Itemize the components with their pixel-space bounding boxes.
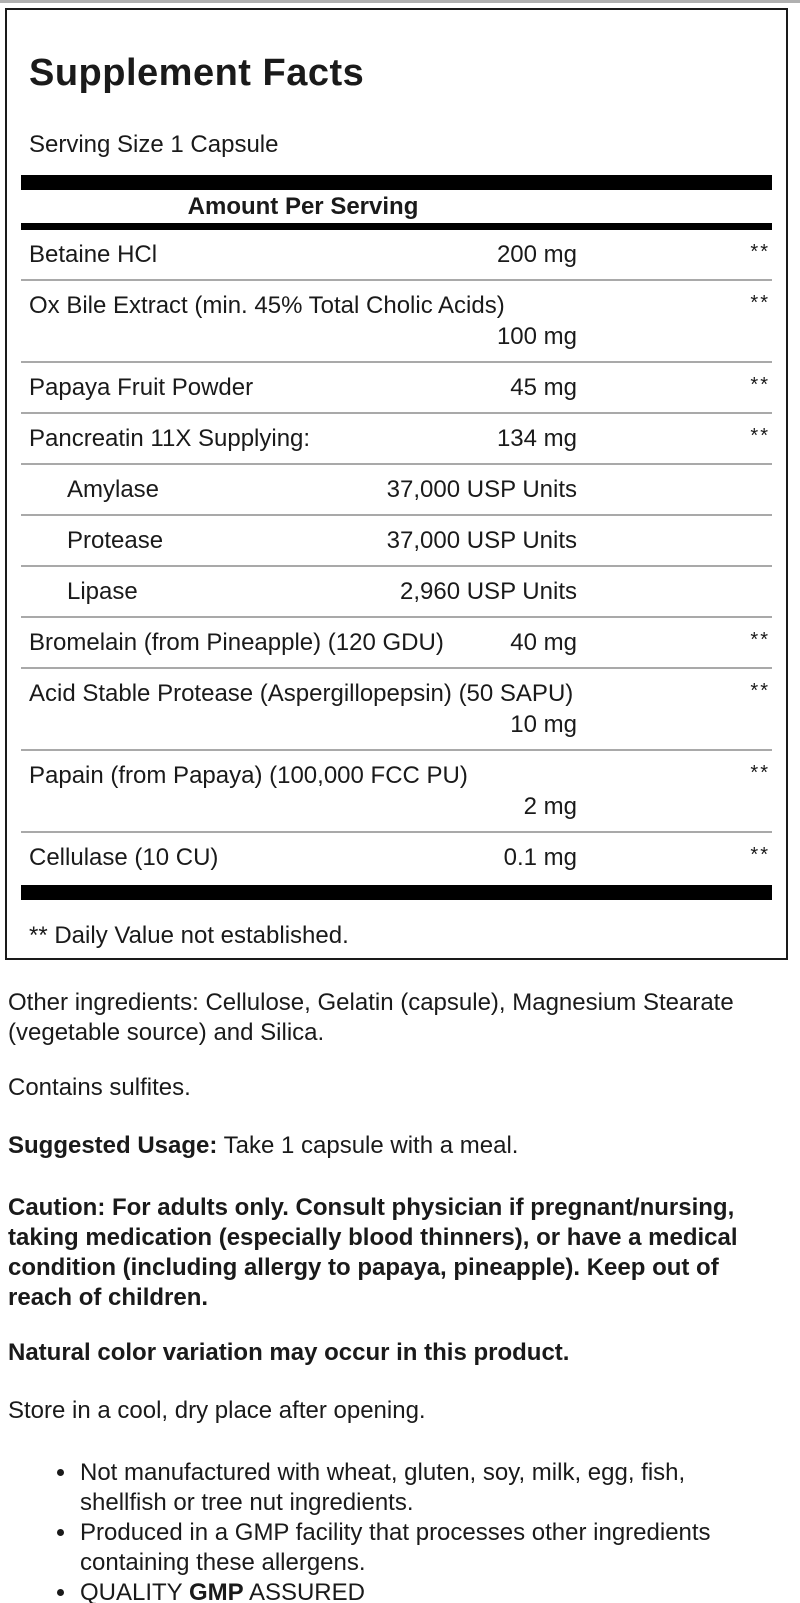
suggested-usage: Suggested Usage: Take 1 capsule with a m…: [8, 1131, 760, 1161]
daily-value-asterisks: **: [750, 374, 770, 396]
quality-pre: QUALITY: [80, 1579, 189, 1603]
daily-value-asterisks: **: [750, 680, 770, 702]
separator-bar-thick-bottom: [21, 885, 772, 900]
table-row: Protease 37,000 USP Units: [21, 516, 772, 567]
ingredient-name: Pancreatin 11X Supplying:: [29, 425, 311, 452]
contains-note: Contains sulfites.: [8, 1074, 191, 1101]
ingredient-name: Cellulase (10 CU): [29, 844, 219, 871]
ingredient-amount: 10 mg: [510, 711, 577, 738]
ingredient-amount: 37,000 USP Units: [386, 527, 577, 554]
ingredient-name: Protease: [67, 527, 164, 554]
table-row: Bromelain (from Pineapple) (120 GDU) 40 m…: [21, 618, 772, 669]
amount-per-serving-header: Amount Per Serving: [187, 193, 419, 220]
bullet-quality-assured: QUALITY GMP ASSURED: [78, 1578, 760, 1603]
ingredient-amount: 0.1 mg: [503, 844, 577, 871]
storage-note: Store in a cool, dry place after opening…: [8, 1397, 426, 1424]
suggested-usage-label: Suggested Usage:: [8, 1132, 218, 1159]
table-row-main: Ox Bile Extract (min. 45% Total Cholic A…: [29, 290, 577, 352]
daily-value-asterisks: **: [750, 425, 770, 447]
quality-gmp: GMP: [188, 1579, 244, 1603]
suggested-usage-text: Take 1 capsule with a meal.: [217, 1132, 519, 1159]
ingredient-amount: 2 mg: [523, 793, 577, 820]
table-row-main: Pancreatin 11X Supplying: 134 mg: [29, 423, 577, 454]
table-row: Amylase 37,000 USP Units: [21, 465, 772, 516]
daily-value-asterisks: **: [750, 292, 770, 314]
caution-text: Caution: For adults only. Consult physic…: [8, 1194, 738, 1311]
daily-value-asterisks: **: [750, 844, 770, 866]
top-edge-line: [0, 0, 800, 3]
table-row-main: Papaya Fruit Powder 45 mg: [29, 372, 577, 403]
table-row-main: Protease 37,000 USP Units: [29, 525, 577, 556]
table-row: Papain (from Papaya) (100,000 FCC PU) 2 m…: [21, 751, 772, 833]
table-row-main: Papain (from Papaya) (100,000 FCC PU) 2 m…: [29, 760, 577, 822]
table-row: Ox Bile Extract (min. 45% Total Cholic A…: [21, 281, 772, 363]
ingredient-amount: 200 mg: [496, 241, 577, 268]
ingredient-name: Ox Bile Extract (min. 45% Total Cholic A…: [29, 292, 505, 319]
ingredient-name: Bromelain (from Pineapple) (120 GDU): [29, 629, 444, 656]
ingredient-amount: 40 mg: [510, 629, 577, 656]
table-row-main: Bromelain (from Pineapple) (120 GDU) 40 m…: [29, 627, 577, 658]
separator-bar-medium: [21, 223, 772, 230]
separator-bar-thick-top: [21, 175, 772, 190]
quality-post: ASSURED: [243, 1579, 365, 1603]
serving-size-text: Serving Size 1 Capsule: [29, 131, 279, 158]
table-row: Acid Stable Protease (Aspergillopepsin) …: [21, 669, 772, 751]
table-row-main: Amylase 37,000 USP Units: [29, 474, 577, 505]
table-row: Betaine HCl 200 mg **: [21, 230, 772, 281]
ingredient-amount: 100 mg: [496, 323, 577, 350]
daily-value-asterisks: **: [750, 762, 770, 784]
ingredient-name: Betaine HCl: [29, 241, 158, 268]
daily-value-asterisks: **: [750, 241, 770, 263]
allergen-bullet-list: Not manufactured with wheat, gluten, soy…: [8, 1458, 760, 1603]
table-row: Cellulase (10 CU) 0.1 mg **: [21, 833, 772, 882]
bullet-not-manufactured: Not manufactured with wheat, gluten, soy…: [78, 1458, 760, 1518]
daily-value-asterisks: **: [750, 629, 770, 651]
ingredient-name: Acid Stable Protease (Aspergillopepsin) …: [29, 680, 574, 707]
table-row-main: Lipase 2,960 USP Units: [29, 576, 577, 607]
table-row-main: Acid Stable Protease (Aspergillopepsin) …: [29, 678, 577, 740]
ingredient-amount: 134 mg: [496, 425, 577, 452]
ingredient-name: Papaya Fruit Powder: [29, 374, 254, 401]
table-row-main: Cellulase (10 CU) 0.1 mg: [29, 842, 577, 873]
ingredient-table: Betaine HCl 200 mg ** Ox Bile Extract (min.…: [7, 230, 786, 882]
daily-value-footnote: ** Daily Value not established.: [29, 922, 349, 949]
ingredient-amount: 2,960 USP Units: [400, 578, 577, 605]
ingredient-amount: 45 mg: [510, 374, 577, 401]
color-variation-note: Natural color variation may occur in thi…: [8, 1339, 570, 1366]
ingredient-name: Papain (from Papaya) (100,000 FCC PU): [29, 762, 468, 789]
label-body-text: Other ingredients: Cellulose, Gelatin (c…: [8, 988, 760, 1603]
ingredient-name: Amylase: [67, 476, 160, 503]
panel-title: Supplement Facts: [29, 52, 365, 94]
ingredient-name: Lipase: [67, 578, 138, 605]
table-row: Pancreatin 11X Supplying: 134 mg **: [21, 414, 772, 465]
ingredient-amount: 37,000 USP Units: [386, 476, 577, 503]
table-row: Papaya Fruit Powder 45 mg **: [21, 363, 772, 414]
supplement-facts-panel: Supplement Facts Serving Size 1 Capsule …: [5, 8, 788, 960]
other-ingredients-text: Other ingredients: Cellulose, Gelatin (c…: [8, 989, 734, 1046]
table-row-main: Betaine HCl 200 mg: [29, 239, 577, 270]
bullet-gmp-facility: Produced in a GMP facility that processe…: [78, 1518, 760, 1578]
table-row: Lipase 2,960 USP Units: [21, 567, 772, 618]
